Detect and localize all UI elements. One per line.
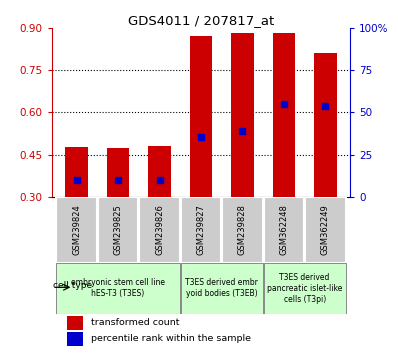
- Text: T3ES derived embr
yoid bodies (T3EB): T3ES derived embr yoid bodies (T3EB): [185, 278, 258, 298]
- Bar: [56, 196, 97, 263]
- Bar: [148, 146, 171, 196]
- Point: [74, 178, 80, 183]
- Title: GDS4011 / 207817_at: GDS4011 / 207817_at: [128, 14, 274, 27]
- Text: GSM239825: GSM239825: [113, 204, 123, 255]
- Text: GSM239826: GSM239826: [155, 204, 164, 255]
- Point: [198, 134, 204, 140]
- Bar: [231, 33, 254, 196]
- Bar: [65, 147, 88, 196]
- Bar: [263, 196, 304, 263]
- Text: GSM362248: GSM362248: [279, 204, 289, 255]
- Bar: [181, 263, 263, 314]
- Text: GSM239824: GSM239824: [72, 204, 81, 255]
- Text: GSM239827: GSM239827: [197, 204, 205, 255]
- Bar: [98, 196, 139, 263]
- Text: T3ES derived
pancreatic islet-like
cells (T3pi): T3ES derived pancreatic islet-like cells…: [267, 273, 342, 304]
- Bar: [107, 148, 129, 196]
- Bar: [139, 196, 180, 263]
- Text: GSM239828: GSM239828: [238, 204, 247, 255]
- Bar: [263, 263, 346, 314]
- Bar: [189, 36, 213, 196]
- Text: GSM362249: GSM362249: [321, 204, 330, 255]
- Bar: [67, 332, 83, 346]
- Bar: [56, 263, 180, 314]
- Bar: [273, 33, 295, 196]
- Bar: [305, 196, 346, 263]
- Bar: [181, 196, 221, 263]
- Text: cell type: cell type: [53, 281, 92, 290]
- Point: [281, 101, 287, 107]
- Bar: [222, 196, 263, 263]
- Point: [156, 177, 163, 183]
- Bar: [314, 53, 337, 196]
- Text: transformed count: transformed count: [91, 318, 179, 327]
- Point: [239, 128, 246, 133]
- Text: embryonic stem cell line
hES-T3 (T3ES): embryonic stem cell line hES-T3 (T3ES): [71, 278, 165, 298]
- Bar: [67, 316, 83, 330]
- Text: percentile rank within the sample: percentile rank within the sample: [91, 334, 251, 343]
- Point: [322, 103, 329, 109]
- Point: [115, 178, 121, 183]
